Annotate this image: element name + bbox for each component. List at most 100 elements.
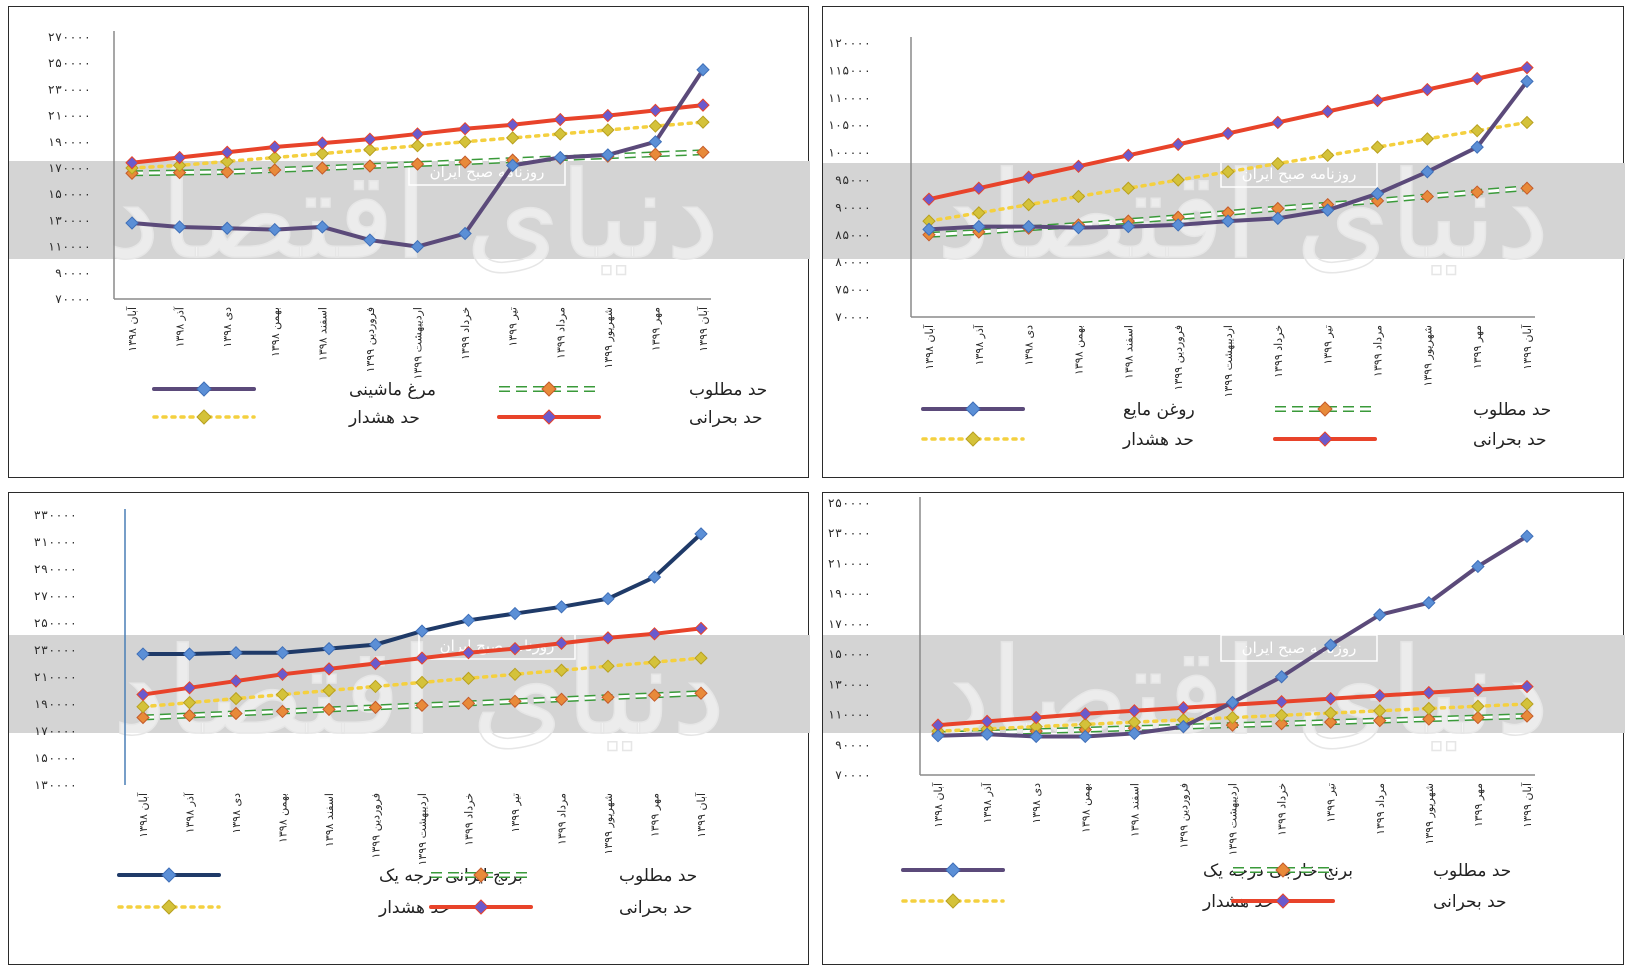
legend-item-required: حد مطلوب xyxy=(1275,400,1551,420)
data-point-marker xyxy=(553,112,567,127)
data-point-marker xyxy=(505,118,520,132)
watermark-box xyxy=(1220,634,1378,662)
data-point-marker xyxy=(696,145,710,159)
x-tick-label: آبان ۱۳۹۹ xyxy=(696,306,710,352)
data-point-marker xyxy=(1422,712,1436,726)
y-tick-label: ۱۳۰۰۰۰ xyxy=(34,778,77,792)
y-tick-label: ۱۱۰۰۰۰ xyxy=(828,708,871,722)
x-tick-label: اسفند ۱۳۹۸ xyxy=(316,307,329,361)
data-point-marker xyxy=(505,131,520,145)
data-point-marker xyxy=(508,694,522,709)
legend-marker xyxy=(196,381,212,397)
data-point-marker xyxy=(1320,104,1335,119)
data-point-marker xyxy=(461,613,476,628)
series-required xyxy=(136,686,708,725)
data-point-marker xyxy=(1021,170,1036,184)
legend-item-critical: حد بحرانی xyxy=(429,898,693,918)
data-point-marker xyxy=(505,158,520,173)
data-point-marker xyxy=(136,699,150,714)
x-tick-label: اردیبهشت ۱۳۹۹ xyxy=(1222,325,1235,397)
data-point-marker xyxy=(922,222,936,237)
data-point-marker xyxy=(647,627,662,641)
data-point-marker xyxy=(1271,211,1285,226)
data-point-marker xyxy=(1221,214,1235,228)
x-tick-label: آبان ۱۳۹۸ xyxy=(931,782,945,828)
x-tick-label: خرداد ۱۳۹۹ xyxy=(463,793,476,846)
data-point-marker xyxy=(172,158,187,173)
data-point-marker xyxy=(1225,710,1240,725)
data-point-marker xyxy=(363,233,377,247)
data-point-marker xyxy=(229,706,243,721)
y-tick-label: ۱۰۰۰۰۰ xyxy=(828,146,871,160)
data-point-marker xyxy=(1520,60,1534,75)
data-point-marker xyxy=(410,157,425,171)
data-point-marker xyxy=(601,123,615,137)
data-point-marker xyxy=(1271,156,1285,171)
x-tick-label: دی ۱۳۹۸ xyxy=(1023,325,1036,366)
data-point-marker xyxy=(315,136,330,150)
data-point-marker xyxy=(136,687,150,702)
y-tick-label: ۹۰۰۰۰ xyxy=(835,200,871,214)
x-tick-label: دی ۱۳۹۸ xyxy=(221,307,234,348)
chart-panel-iranian-rice: دنیای اقتصاد روزنامه صبح ایران ۱۳۰۰۰۰ ۱۵۰۰۰… xyxy=(8,492,810,965)
y-tick-label: ۱۱۵۰۰۰ xyxy=(828,63,871,77)
data-point-marker xyxy=(182,708,197,723)
series-warning xyxy=(931,697,1534,738)
x-tick-label: اسفند ۱۳۹۸ xyxy=(1122,325,1135,379)
data-point-marker xyxy=(1078,729,1092,744)
y-tick-label: ۸۰۰۰۰ xyxy=(835,255,871,269)
data-point-marker xyxy=(182,681,197,695)
legend-marker xyxy=(1275,893,1291,909)
data-point-marker xyxy=(694,621,708,636)
data-point-marker xyxy=(554,636,569,650)
data-point-marker xyxy=(647,655,662,669)
legend-item-required: حد مطلوب xyxy=(431,866,697,886)
data-point-marker xyxy=(1121,181,1136,195)
data-point-marker xyxy=(182,695,197,710)
y-tick-label: ۱۳۰۰۰۰ xyxy=(48,213,91,227)
data-point-marker xyxy=(1171,218,1185,232)
watermark-logo-text: دنیای اقتصاد xyxy=(107,147,720,286)
data-point-marker xyxy=(410,139,425,153)
data-point-marker xyxy=(1520,697,1534,711)
data-point-marker xyxy=(1029,729,1043,744)
x-tick-label: بهمن ۱۳۹۸ xyxy=(1079,783,1092,833)
legend-item-critical: حد بحرانی xyxy=(497,408,763,428)
data-point-marker xyxy=(275,667,290,682)
data-point-marker xyxy=(1021,197,1036,212)
series-critical xyxy=(136,621,708,702)
data-point-marker xyxy=(1127,704,1142,718)
data-point-marker xyxy=(647,688,662,702)
data-point-marker xyxy=(648,119,663,133)
x-tick-label: شهریور ۱۳۹۹ xyxy=(602,307,615,369)
legend-label: روغن مایع xyxy=(1123,400,1195,420)
data-point-marker xyxy=(220,165,234,179)
x-tick-label: آبان ۱۳۹۸ xyxy=(136,792,150,838)
data-point-marker xyxy=(1320,148,1335,163)
data-point-marker xyxy=(1171,173,1185,187)
legend-label: حد بحرانی xyxy=(1433,892,1507,912)
data-point-marker xyxy=(1323,715,1338,729)
data-point-marker xyxy=(322,641,336,656)
data-point-marker xyxy=(1520,115,1534,130)
data-point-marker xyxy=(1422,596,1436,610)
data-point-marker xyxy=(220,145,234,159)
y-tick-label: ۹۰۰۰۰ xyxy=(55,266,91,280)
legend-label: حد مطلوب xyxy=(689,380,767,400)
x-tick-label: بهمن ۱۳۹۸ xyxy=(1073,325,1086,375)
data-point-marker xyxy=(415,651,429,665)
legend-item-main: مرغ ماشینی xyxy=(152,380,436,400)
legend-item-warning: حد هشدار xyxy=(901,892,1274,912)
data-point-marker xyxy=(922,192,936,206)
series-main xyxy=(922,74,1534,237)
x-tick-label: تیر ۱۳۹۹ xyxy=(509,793,522,833)
data-point-marker xyxy=(1420,189,1435,204)
data-point-marker xyxy=(275,645,290,660)
data-point-marker xyxy=(1274,695,1289,709)
data-point-marker xyxy=(1470,123,1484,138)
data-point-marker xyxy=(1420,132,1435,146)
data-point-marker xyxy=(368,700,383,715)
legend-label: حد بحرانی xyxy=(689,408,763,428)
